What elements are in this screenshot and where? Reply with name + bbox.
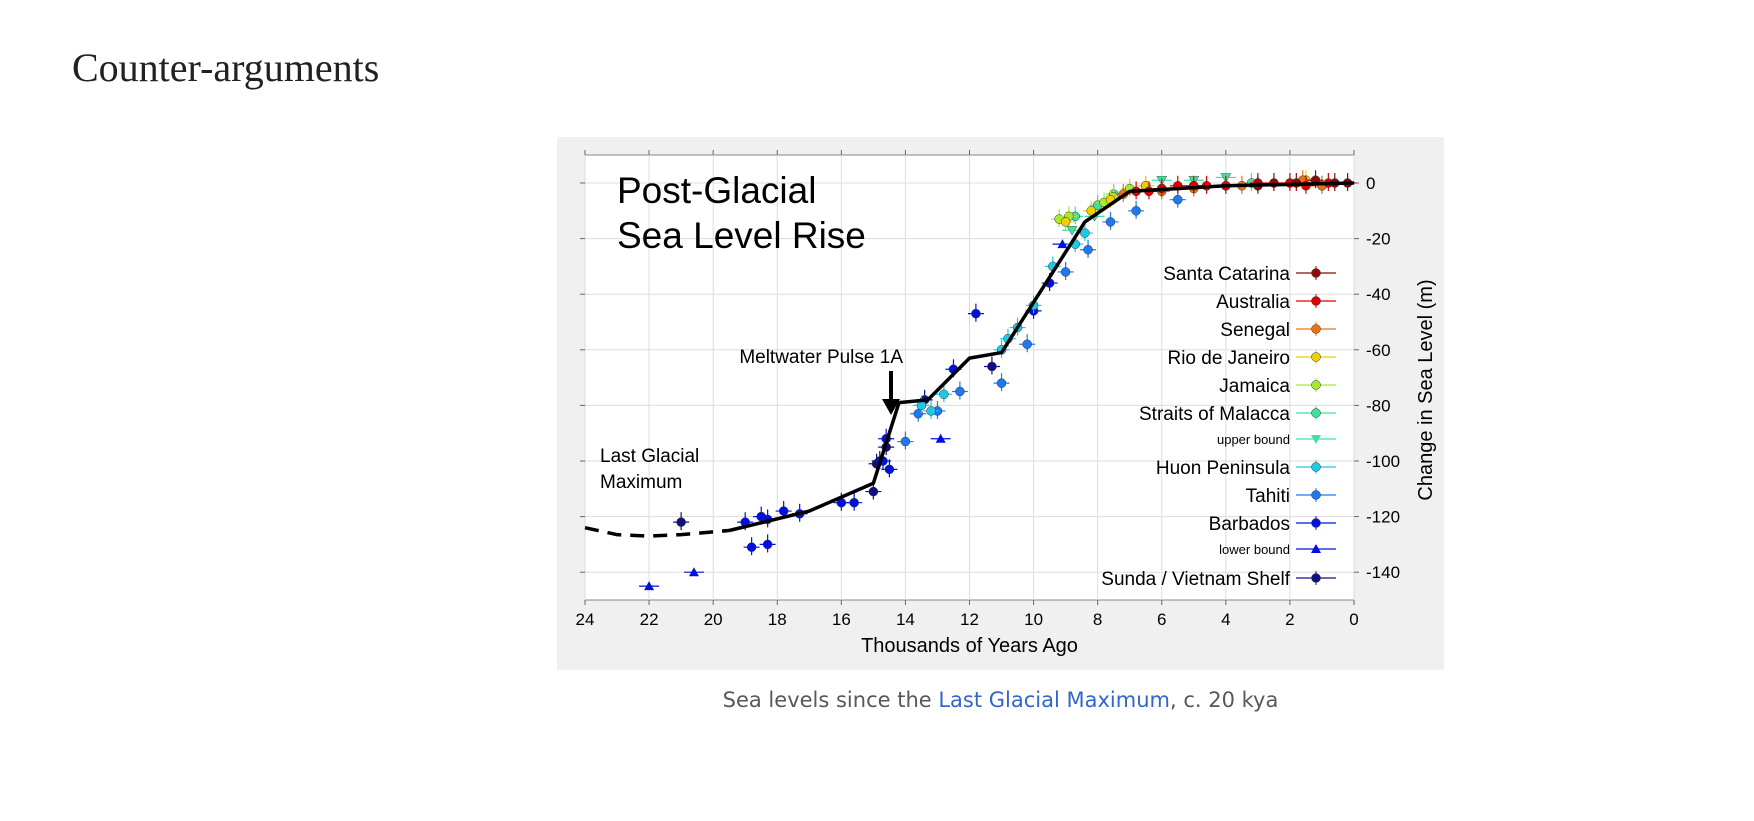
x-tick-label: 20 — [704, 610, 723, 629]
legend-label: upper bound — [1217, 432, 1290, 447]
legend-label: Rio de Janeiro — [1167, 348, 1290, 369]
data-point — [868, 486, 879, 497]
data-point — [913, 408, 923, 419]
x-tick-label: 18 — [768, 610, 787, 629]
sea-level-chart: 24 22 20 18 16 14 12 10 8 6 4 2 00-20-40-60-80-100-1… — [576, 150, 1437, 657]
y-tick-label: -60 — [1366, 341, 1391, 360]
legend-label: Sunda / Vietnam Shelf — [1101, 569, 1290, 590]
y-tick-label: -80 — [1366, 396, 1391, 415]
x-tick-label: 2 — [1285, 610, 1294, 629]
data-point — [926, 406, 936, 416]
data-point — [1131, 206, 1141, 216]
data-point — [1060, 217, 1071, 227]
data-point — [935, 433, 946, 443]
y-tick-label: -20 — [1366, 230, 1391, 249]
legend-label: Straits of Malacca — [1139, 404, 1290, 425]
legend-label: Santa Catarina — [1163, 264, 1290, 285]
data-point — [1057, 239, 1068, 249]
data-point — [1083, 244, 1093, 255]
y-tick-label: -120 — [1366, 508, 1400, 527]
annotation-meltwater-pulse: Meltwater Pulse 1A — [739, 347, 903, 368]
data-point — [900, 436, 911, 447]
y-tick-label: -140 — [1366, 563, 1400, 582]
legend-label: lower bound — [1219, 542, 1290, 557]
annotation-lgm-line-1: Last Glacial — [600, 446, 699, 467]
legend-marker — [1311, 435, 1321, 444]
x-tick-label: 12 — [960, 610, 979, 629]
x-tick-label: 14 — [896, 610, 915, 629]
data-point — [1086, 206, 1097, 216]
x-tick-label: 24 — [576, 610, 595, 629]
x-tick-label: 4 — [1221, 610, 1230, 629]
data-point — [987, 361, 997, 372]
y-tick-label: -100 — [1366, 452, 1400, 471]
legend-label: Senegal — [1220, 320, 1290, 341]
section-heading: Counter-arguments — [72, 45, 380, 90]
legend-marker — [1311, 573, 1321, 583]
data-point — [1173, 194, 1183, 205]
data-point — [939, 389, 949, 400]
x-tick-label: 0 — [1349, 610, 1358, 629]
chart-title-line-2: Sea Level Rise — [617, 215, 866, 256]
data-point — [746, 542, 757, 552]
x-tick-label: 10 — [1024, 610, 1043, 629]
y-tick-label: -40 — [1366, 285, 1391, 304]
data-point — [955, 386, 965, 397]
data-point — [1105, 217, 1116, 227]
x-tick-label: 16 — [832, 610, 851, 629]
arrow-head-icon — [882, 399, 900, 415]
legend-marker — [1311, 544, 1321, 553]
figure: 24 22 20 18 16 14 12 10 8 6 4 2 0 0 -20 -40 -60 -80 -100 -1… — [557, 137, 1444, 670]
caption-prefix: Sea levels since the — [722, 688, 939, 712]
legend-marker — [1311, 380, 1321, 390]
data-point — [884, 464, 895, 475]
legend-marker — [1311, 324, 1321, 334]
data-point — [1080, 228, 1090, 238]
legend-marker — [1311, 268, 1321, 278]
y-axis-label: Change in Sea Level (m) — [1415, 279, 1437, 500]
legend-label: Australia — [1216, 292, 1290, 313]
x-axis-label: Thousands of Years Ago — [861, 635, 1078, 657]
data-point — [644, 581, 655, 591]
trend-line-dashed — [584, 526, 730, 538]
data-point — [1060, 267, 1071, 277]
legend-label: Barbados — [1209, 514, 1290, 535]
y-tick-label: 0 — [1366, 174, 1375, 193]
legend-label: Jamaica — [1219, 376, 1290, 397]
x-tick-label: 6 — [1157, 610, 1166, 629]
chart-title-line-1: Post-Glacial — [617, 170, 816, 211]
caption-link-last-glacial-maximum[interactable]: Last Glacial Maximum — [938, 688, 1170, 712]
data-point — [676, 517, 686, 527]
legend-label: Tahiti — [1246, 486, 1290, 507]
legend-marker — [1311, 490, 1321, 500]
data-point — [778, 506, 789, 516]
annotation-lgm-line-2: Maximum — [600, 472, 682, 493]
data-point — [971, 308, 981, 319]
legend-marker — [1311, 296, 1321, 306]
data-point — [762, 539, 773, 550]
legend-label: Huon Peninsula — [1156, 458, 1291, 479]
data-point — [1066, 226, 1078, 236]
x-tick-label: 22 — [640, 610, 659, 629]
figure-caption: Sea levels since the Last Glacial Maximu… — [557, 688, 1444, 712]
caption-suffix: , c. 20 kya — [1170, 688, 1279, 712]
legend-marker — [1311, 352, 1321, 362]
x-tick-label: 8 — [1093, 610, 1102, 629]
data-point — [688, 567, 699, 577]
data-point — [849, 497, 859, 508]
data-point — [996, 378, 1007, 388]
trend-line — [728, 181, 1355, 533]
legend-marker — [1311, 462, 1321, 472]
legend-marker — [1311, 408, 1321, 418]
legend-marker — [1311, 518, 1321, 528]
data-point — [1022, 339, 1032, 349]
